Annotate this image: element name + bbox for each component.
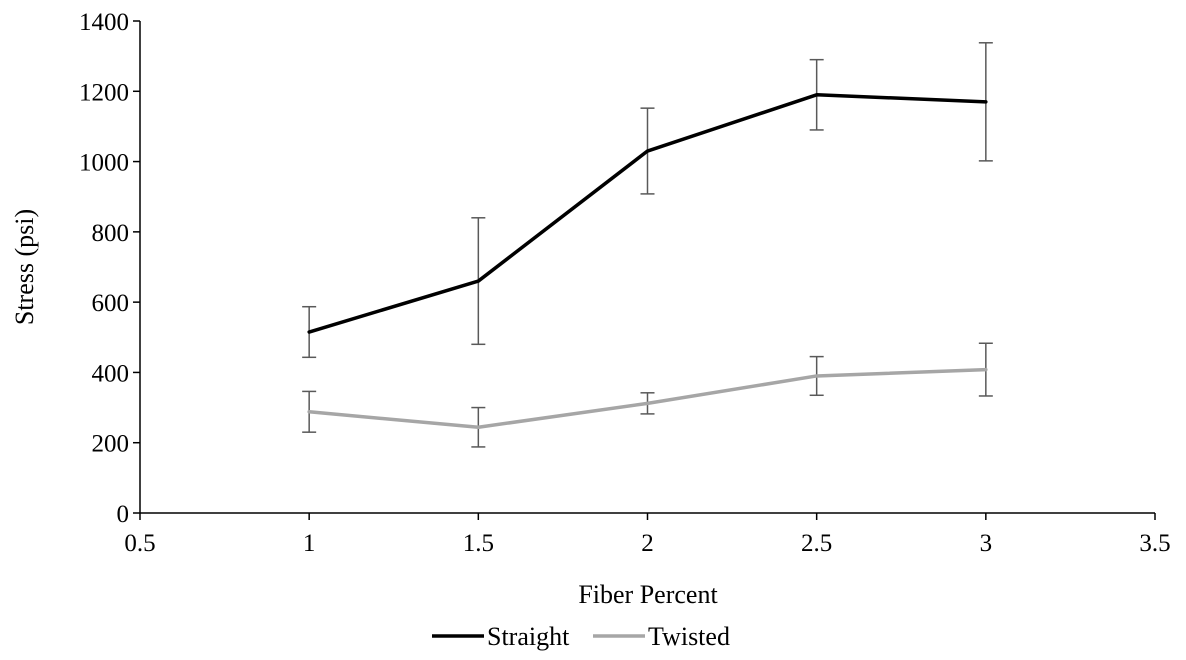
y-tick-label: 600 (92, 290, 130, 317)
y-tick-label: 400 (92, 360, 130, 387)
error-bars (302, 42, 993, 448)
x-tick-label: 1 (303, 530, 316, 557)
y-tick-label: 1000 (79, 150, 129, 177)
series-line-straight (307, 93, 988, 334)
x-tick-label: 1.5 (463, 530, 494, 557)
legend-label-straight: Straight (487, 622, 570, 651)
axes: 0 200 400 600 800 1000 1200 1400 0.5 1 1.5 2 2.5 3 3.… (79, 9, 1171, 557)
series-line-twisted (307, 367, 988, 430)
y-tick-label: 200 (92, 431, 130, 458)
y-tick-label: 0 (117, 501, 130, 528)
x-tick-label: 3.5 (1139, 530, 1170, 557)
legend-label-twisted: Twisted (648, 622, 730, 651)
y-tick-label: 1200 (79, 79, 129, 106)
y-axis-title: Stress (psi) (10, 209, 39, 325)
y-tick-label: 1400 (79, 9, 129, 36)
x-axis-title: Fiber Percent (578, 580, 718, 609)
x-tick-label: 3 (980, 530, 993, 557)
x-tick-label: 0.5 (124, 530, 155, 557)
legend: Straight Twisted (432, 622, 730, 651)
x-ticks: 0.5 1 1.5 2 2.5 3 3.5 (124, 513, 1171, 557)
x-tick-label: 2.5 (801, 530, 832, 557)
y-ticks: 0 200 400 600 800 1000 1200 1400 (79, 9, 140, 528)
x-tick-label: 2 (641, 530, 654, 557)
series-lines (307, 93, 988, 430)
y-tick-label: 800 (92, 220, 130, 247)
